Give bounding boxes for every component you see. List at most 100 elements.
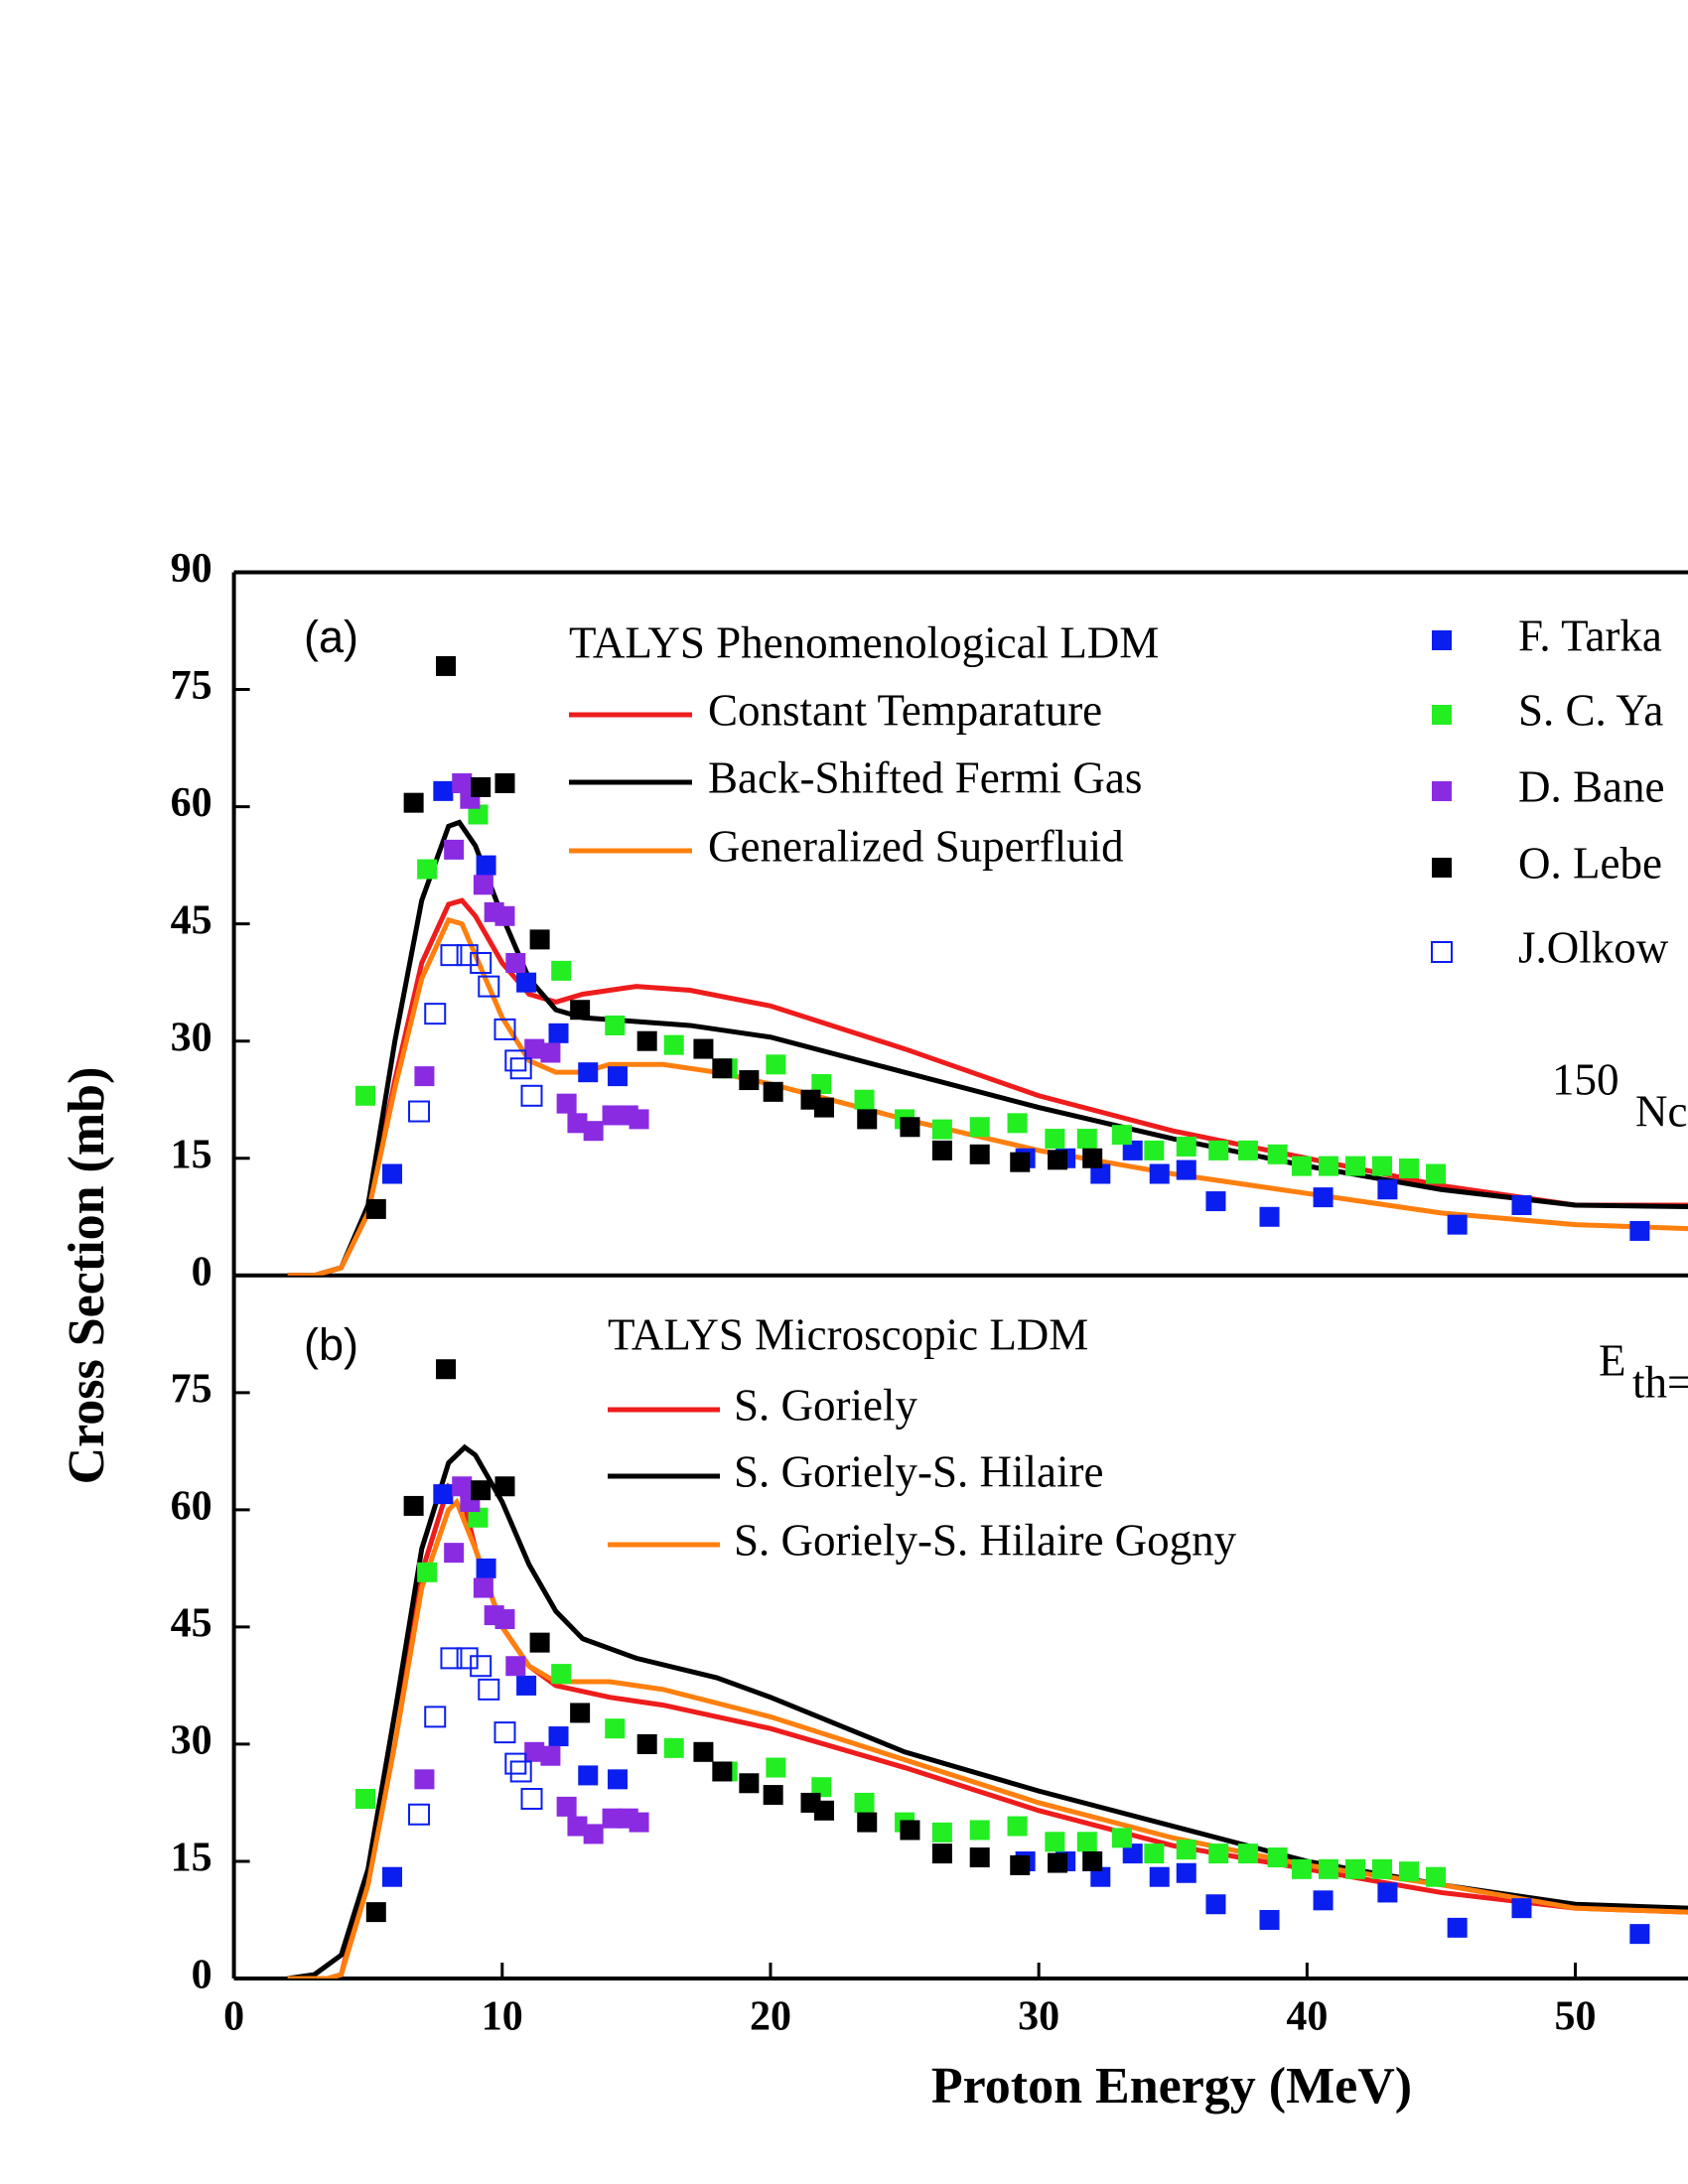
- marker: [403, 792, 424, 813]
- legend-marker: [1432, 630, 1452, 650]
- nuclide-symbol: Nc: [1635, 1086, 1687, 1136]
- line: [287, 897, 1688, 1276]
- marker: [354, 1789, 375, 1810]
- legend-title: TALYS Microscopic LDM: [608, 1309, 1088, 1359]
- x-tick-label: 40: [1286, 1994, 1328, 2040]
- marker: [504, 1752, 527, 1775]
- legend-label: Generalized Superfluid: [708, 821, 1124, 871]
- legend-title: TALYS Phenomenological LDM: [569, 617, 1159, 667]
- marker: [1426, 1163, 1447, 1184]
- marker: [436, 655, 457, 676]
- marker: [766, 1054, 786, 1075]
- legend-label: Constant Temparature: [708, 685, 1102, 735]
- marker: [505, 953, 526, 973]
- marker: [476, 1558, 496, 1578]
- marker: [663, 1737, 684, 1758]
- marker: [456, 944, 479, 967]
- y-tick-label: 15: [171, 1132, 212, 1177]
- line: [287, 1443, 1688, 1979]
- marker: [1176, 1160, 1196, 1180]
- marker: [440, 1647, 463, 1670]
- panel-label: (b): [304, 1319, 358, 1370]
- legend-marker: [1432, 781, 1452, 801]
- marker: [478, 1678, 500, 1701]
- threshold-symbol: E: [1599, 1335, 1626, 1385]
- marker: [1371, 1156, 1392, 1176]
- marker: [1399, 1861, 1420, 1882]
- marker: [529, 1632, 550, 1653]
- marker: [1045, 1832, 1065, 1852]
- y-tick-label: 90: [171, 546, 212, 592]
- x-tick-label: 30: [1018, 1994, 1059, 2040]
- legend-label: F. Tarka: [1518, 611, 1662, 660]
- marker: [520, 1084, 543, 1107]
- marker: [567, 1113, 588, 1134]
- marker: [1076, 1129, 1097, 1150]
- legend-label: O. Lebe: [1518, 838, 1662, 887]
- line: [287, 1497, 1688, 1979]
- panel-label: (a): [304, 612, 358, 662]
- marker: [529, 929, 550, 950]
- marker: [468, 804, 489, 825]
- legend-label: S. C. Ya: [1518, 685, 1663, 735]
- marker: [478, 975, 500, 998]
- marker: [636, 1030, 657, 1051]
- x-tick-label: 0: [223, 1994, 244, 2040]
- marker: [857, 1109, 878, 1130]
- marker: [493, 1018, 516, 1040]
- marker: [570, 1000, 591, 1021]
- marker: [1237, 1140, 1258, 1160]
- marker: [470, 952, 492, 974]
- marker: [382, 1163, 403, 1184]
- marker: [1176, 1136, 1196, 1157]
- marker: [1629, 1924, 1650, 1945]
- marker: [629, 1812, 649, 1833]
- marker: [766, 1757, 786, 1778]
- marker: [540, 1745, 561, 1766]
- marker: [1344, 1858, 1365, 1879]
- marker: [763, 1081, 783, 1102]
- marker: [1629, 1220, 1650, 1241]
- marker: [1447, 1917, 1468, 1938]
- marker: [520, 1788, 543, 1811]
- marker: [1313, 1890, 1334, 1911]
- marker: [1122, 1843, 1143, 1864]
- marker: [1076, 1832, 1097, 1852]
- line: [287, 819, 1688, 1276]
- marker: [570, 1703, 591, 1723]
- marker: [1399, 1158, 1420, 1178]
- legend-label: S. Goriely: [734, 1380, 917, 1430]
- marker: [468, 1507, 489, 1528]
- marker: [602, 1105, 623, 1126]
- y-tick-label: 45: [171, 1601, 212, 1647]
- marker: [712, 1058, 733, 1079]
- x-axis-title: Proton Energy (MeV): [931, 2058, 1412, 2115]
- marker: [473, 1577, 493, 1598]
- marker: [969, 1847, 990, 1868]
- marker: [739, 1773, 760, 1794]
- marker: [1144, 1843, 1165, 1864]
- marker: [1111, 1828, 1132, 1848]
- marker: [1291, 1156, 1312, 1176]
- marker: [1149, 1163, 1170, 1184]
- marker: [414, 1769, 435, 1790]
- y-tick-label: 60: [171, 780, 212, 826]
- marker: [629, 1109, 649, 1130]
- marker: [493, 1721, 516, 1744]
- marker: [578, 1062, 599, 1083]
- marker: [1007, 1816, 1028, 1837]
- marker: [969, 1144, 990, 1164]
- marker: [444, 1543, 465, 1564]
- plot-area: [287, 655, 1688, 1276]
- marker: [602, 1808, 623, 1829]
- marker: [516, 1675, 537, 1696]
- marker: [663, 1034, 684, 1055]
- marker: [509, 1057, 532, 1080]
- marker: [931, 1843, 952, 1864]
- marker: [444, 839, 465, 860]
- marker: [931, 1822, 952, 1843]
- legend-label: Back-Shifted Fermi Gas: [708, 752, 1142, 802]
- x-tick-label: 10: [482, 1994, 523, 2040]
